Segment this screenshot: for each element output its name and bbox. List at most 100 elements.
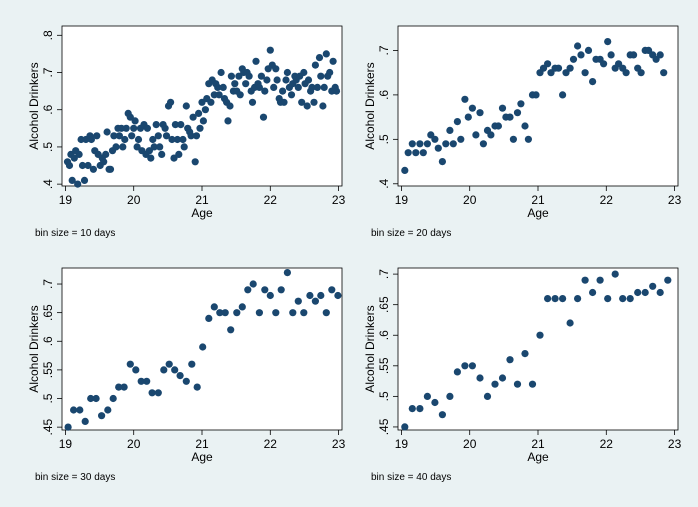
data-point (446, 126, 454, 134)
data-point (289, 309, 297, 317)
data-point (128, 132, 136, 140)
data-point (461, 362, 469, 370)
data-point (551, 295, 559, 303)
data-point (112, 143, 120, 151)
data-point (182, 377, 190, 385)
data-point (75, 150, 83, 158)
data-point (257, 72, 265, 80)
data-point (300, 309, 308, 317)
x-tick-label: 23 (332, 437, 346, 451)
chart-panel-2: 19 20 21 22 23 .4 .5 .6 .7 Age Alcohol Drinkers bin… (363, 25, 682, 239)
data-point (559, 295, 567, 303)
data-point (255, 309, 263, 317)
y-tick-label: .5 (41, 393, 55, 403)
data-point (506, 356, 514, 364)
data-point (64, 423, 72, 431)
data-point (322, 50, 330, 58)
data-point (160, 366, 168, 374)
data-point (319, 102, 327, 110)
data-point (641, 288, 649, 297)
data-point (238, 303, 246, 311)
data-point (231, 80, 239, 88)
data-point (464, 113, 472, 121)
data-point (106, 165, 115, 173)
data-point (119, 143, 127, 151)
data-point (175, 150, 183, 158)
x-tick-label: 23 (668, 193, 682, 207)
data-point (188, 360, 196, 368)
data-point (308, 83, 316, 91)
data-point (334, 291, 342, 300)
data-point (214, 83, 222, 91)
data-point (569, 55, 578, 63)
data-point (303, 102, 311, 110)
data-point (150, 143, 158, 151)
data-point (660, 69, 668, 77)
y-tick-label: .4 (41, 179, 55, 189)
data-point (272, 65, 280, 73)
data-point (84, 161, 92, 170)
y-tick-label: .55 (41, 361, 55, 378)
data-point (517, 100, 525, 108)
y-tick-label: .6 (41, 336, 55, 346)
data-point (449, 140, 457, 148)
data-point (173, 135, 181, 144)
data-point (87, 394, 95, 403)
data-point (554, 64, 563, 72)
data-point (461, 95, 469, 103)
data-point (431, 135, 439, 143)
data-point (130, 124, 138, 132)
data-point (310, 98, 318, 106)
data-point (611, 270, 619, 278)
data-point (89, 165, 97, 173)
data-point (74, 180, 82, 188)
data-point (65, 161, 74, 170)
plot-area (397, 267, 679, 431)
y-tick-label: .65 (377, 296, 391, 313)
data-point (245, 72, 253, 80)
data-point (180, 143, 188, 151)
data-point (199, 343, 207, 351)
data-point (317, 291, 325, 300)
data-point (196, 124, 204, 132)
data-point (148, 389, 156, 397)
data-point (494, 122, 502, 130)
data-point (649, 282, 657, 290)
data-point (524, 135, 533, 143)
data-point (622, 69, 630, 77)
data-point (143, 377, 151, 385)
y-tick-label: .45 (41, 418, 55, 435)
data-point (131, 117, 139, 125)
data-point (104, 406, 112, 414)
data-point (244, 286, 252, 294)
data-point (596, 276, 604, 284)
data-point (283, 269, 291, 277)
data-point (584, 46, 593, 55)
data-point (431, 398, 439, 407)
data-point (224, 117, 232, 125)
data-point (329, 57, 337, 65)
data-point (100, 158, 108, 166)
data-point (453, 368, 461, 376)
data-point (300, 68, 308, 77)
data-point (442, 140, 450, 148)
data-point (134, 135, 143, 144)
y-tick-label: .65 (41, 304, 55, 321)
data-point (227, 326, 235, 334)
x-tick-label: 19 (59, 193, 73, 207)
data-point (322, 309, 330, 317)
data-point (589, 78, 597, 86)
data-point (162, 132, 171, 140)
data-point (604, 295, 612, 303)
data-point (581, 276, 589, 284)
data-point (279, 87, 287, 95)
data-point (544, 60, 552, 68)
data-point (468, 362, 476, 370)
bin-size-note: bin size = 20 days (371, 228, 451, 239)
data-point (282, 76, 290, 84)
data-point (401, 166, 409, 174)
data-point (513, 380, 522, 388)
data-point (259, 113, 268, 121)
data-point (574, 42, 582, 50)
data-point (404, 149, 412, 157)
